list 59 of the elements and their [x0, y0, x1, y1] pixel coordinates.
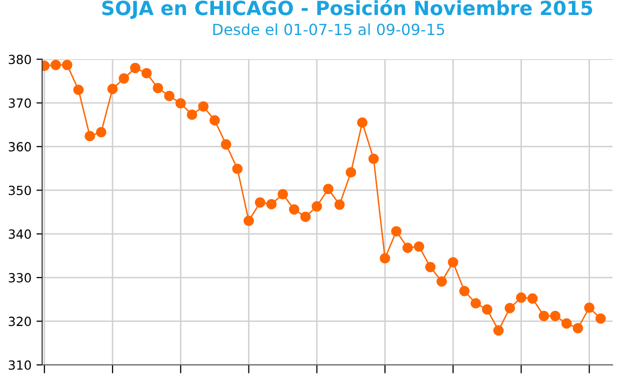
point: [402, 242, 413, 254]
point: [482, 304, 492, 315]
point: [368, 154, 379, 164]
point: [62, 60, 72, 70]
point: [152, 82, 164, 94]
y-tick-label: 350: [8, 186, 31, 196]
point: [300, 212, 311, 222]
point: [504, 302, 516, 314]
point: [107, 84, 118, 94]
point: [527, 293, 538, 304]
point: [278, 188, 288, 200]
point: [414, 241, 424, 252]
point: [538, 310, 550, 322]
point: [288, 204, 300, 215]
point: [516, 292, 526, 303]
point: [164, 90, 175, 102]
point: [493, 325, 504, 336]
point: [425, 262, 436, 272]
chart-title: SOJA en CHICAGO - Posición Noviembre 2015: [102, 0, 592, 19]
chart-subtitle: Desde el 01-07-15 al 09-09-15: [213, 23, 444, 36]
point: [346, 167, 356, 178]
point: [220, 139, 232, 150]
point: [561, 318, 572, 329]
point: [595, 313, 606, 324]
point: [312, 201, 322, 212]
y-tick-label: 330: [8, 273, 31, 282]
point: [572, 322, 584, 334]
point: [357, 117, 368, 128]
point: [96, 126, 106, 138]
y-tick-label: 360: [8, 142, 31, 152]
point: [448, 257, 458, 268]
point: [244, 216, 254, 226]
y-tick-label: 340: [8, 229, 31, 239]
point: [323, 184, 334, 194]
point: [459, 286, 470, 296]
y-tick-label: 320: [8, 316, 31, 326]
y-tick-label: 310: [8, 360, 31, 370]
point: [73, 84, 84, 96]
point: [198, 101, 209, 112]
point: [550, 310, 560, 322]
point: [380, 253, 390, 264]
point: [175, 98, 186, 109]
point: [584, 302, 594, 313]
point: [141, 68, 152, 78]
point: [470, 298, 481, 309]
point: [130, 62, 140, 74]
point: [436, 276, 447, 287]
point: [266, 198, 277, 210]
point: [118, 73, 130, 84]
point: [84, 130, 96, 142]
point: [50, 60, 61, 70]
y-tick-label: 380: [8, 54, 31, 64]
y-tick-label: 370: [8, 98, 31, 108]
point: [334, 199, 345, 210]
point: [232, 164, 243, 174]
point: [391, 226, 402, 236]
point: [254, 197, 266, 208]
point: [209, 115, 220, 126]
point: [186, 109, 198, 120]
